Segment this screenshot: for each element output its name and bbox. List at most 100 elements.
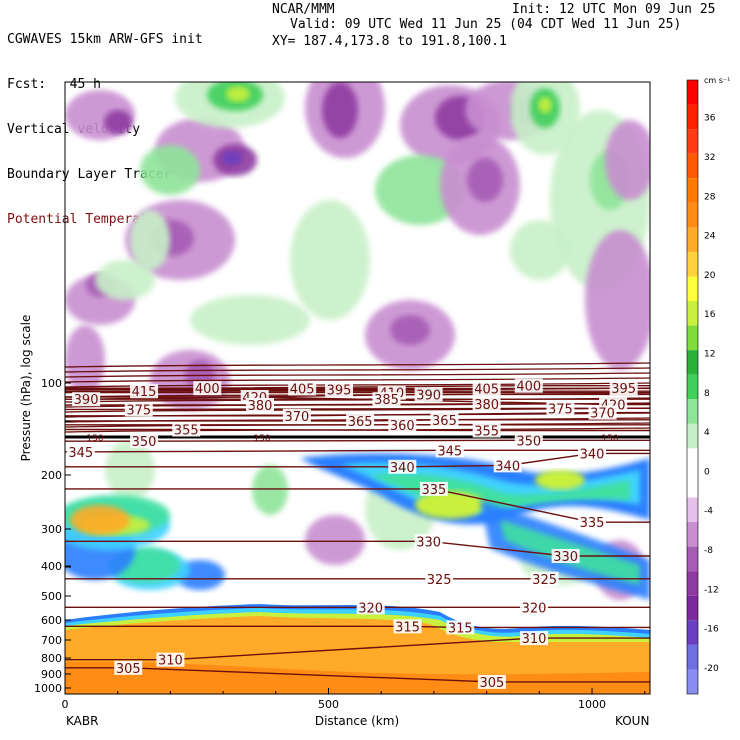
theta-label: 375 [126,403,151,418]
forecast-hour: Fcst: 45 h [7,77,101,92]
theta-label: 390 [416,388,441,403]
colorbar-label: 32 [704,153,715,163]
colorbar-swatch [687,227,698,252]
colorbar-label: -16 [704,625,719,635]
velocity-cell [390,315,430,345]
theta-contour-stable [65,422,650,428]
theta-label-bg [472,381,501,396]
velocity-cell [467,158,503,202]
y-tick-label: 600 [41,614,62,627]
theta-label-bg [282,408,311,423]
theta-label-bg [520,631,549,646]
colorbar-swatch [687,129,698,154]
theta-label: 310 [158,654,183,669]
theta-label-bg [472,396,501,411]
left-endpoint-label: KABR [66,714,98,728]
plot-frame [64,81,651,695]
colorbar-label: 0 [704,467,710,477]
theta-label-bg [130,384,159,399]
colorbar-label: 24 [704,232,716,242]
colorbar-swatch [687,80,698,105]
theta-label: 340 [495,459,520,474]
theta-contour-335 [65,488,650,523]
colorbar-label: 8 [704,389,710,399]
theta-label: 350 [516,434,541,449]
theta-label-bg [172,422,201,437]
theta-label: 365 [348,415,373,430]
y-tick-label: 900 [41,668,62,681]
velocity-cell [95,260,155,300]
theta-label: 335 [422,483,447,498]
colorbar-unit: cm s⁻¹ [704,76,730,85]
colorbar-swatch [687,546,698,572]
colorbar-label: 20 [704,271,716,281]
theta-label: 370 [284,410,309,425]
theta-label: 325 [427,573,452,588]
center-name: NCAR/MMM [272,2,335,17]
theta-label-bg [156,652,185,667]
colorbar-swatch [687,595,698,621]
theta-label: 390 [74,393,99,408]
y-tick-label: 100 [41,377,62,390]
colorbar-swatch [687,472,698,498]
theta-label-bg [346,413,375,428]
velocity-cell [226,86,250,102]
theta-label-bg [430,412,459,427]
colorbar-swatch [687,374,698,400]
theta-label: 340 [390,461,415,476]
init-time: Init: 12 UTC Mon 09 Jun 25 [512,2,716,17]
colorbar-label: -4 [704,507,713,517]
colorbar-label: 28 [704,192,716,202]
tracer-label: 150 [86,434,103,444]
velocity-cell [190,295,310,345]
colorbar-swatch [687,350,698,375]
theta-contour-350 [65,439,650,442]
theta-contour-315 [65,625,650,629]
x-tick-label: 0 [62,698,69,711]
theta-contour-stable [65,372,650,378]
theta-label-bg [520,600,549,615]
x-axis-label: Distance (km) [315,714,399,728]
theta-label-bg [246,397,274,412]
theta-label-bg [493,458,522,473]
colorbar-swatch [687,571,698,596]
theta-label: 375 [548,402,573,417]
theta-contour-stable [65,417,650,423]
velocity-cell [65,325,105,395]
theta-label-bg [551,548,580,563]
theta-label-bg [472,423,501,438]
colorbar-label: -20 [704,664,719,674]
colorbar-label: 16 [704,310,716,320]
theta-label: 330 [416,535,441,550]
colorbar-swatch [687,644,698,670]
theta-label-bg [530,571,559,586]
theta-label: 355 [174,424,199,439]
colorbar-swatch [687,251,698,277]
theta-label-bg [578,446,607,461]
cross-section-endpoints: XY= 187.4,173.8 to 191.8,100.1 [272,34,507,49]
theta-label: 370 [590,407,615,422]
velocity-cell [130,210,170,270]
theta-label-bg [514,378,543,393]
colorbar-border [686,79,699,695]
valid-time: Valid: 09 UTC Wed 11 Jun 25 (04 CDT Wed … [290,17,682,32]
theta-label: 315 [448,621,473,636]
theta-contour-305 [65,667,650,683]
theta-label: 345 [437,444,462,459]
theta-label-bg [546,401,575,416]
theta-label-bg [372,392,401,407]
tracer-core [535,470,585,490]
colorbar-swatch [687,276,698,302]
theta-label: 415 [132,385,157,400]
right-endpoint-label: KOUN [615,714,649,728]
colorbar-swatch [687,325,698,351]
theta-contour-330 [65,540,650,557]
theta-label: 320 [358,601,383,616]
theta-contours: 4154204054104054004204003953953903903853… [65,362,650,691]
colorbar-label: 36 [704,114,716,124]
colorbar-swatch [687,522,698,547]
velocity-cell [104,110,132,134]
theta-label-bg [414,387,443,402]
y-tick-label: 500 [41,590,62,603]
theta-label: 405 [290,382,315,397]
